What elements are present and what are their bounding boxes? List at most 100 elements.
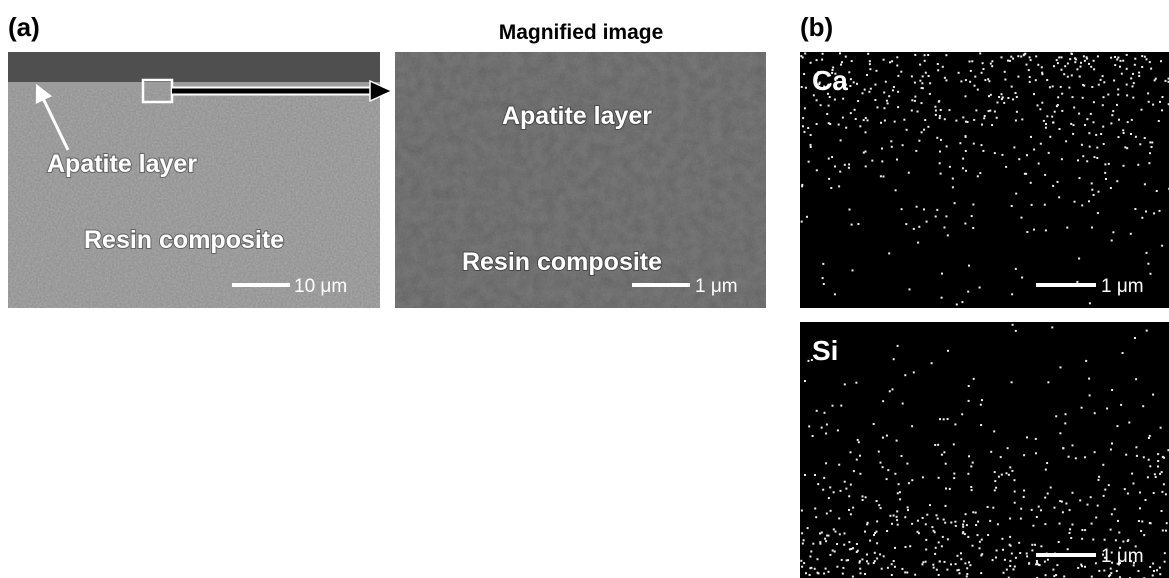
signal-dot [944,522,946,524]
signal-dot [1074,201,1076,203]
signal-dot [1072,444,1074,446]
signal-dot [980,424,982,426]
signal-dot [938,541,940,543]
signal-dot [984,79,986,81]
signal-dot [850,112,852,114]
signal-dot [1093,101,1095,103]
signal-dot [809,574,811,576]
signal-dot [1009,60,1011,62]
signal-dot [934,531,936,533]
signal-dot [1113,80,1115,82]
signal-dot [1078,113,1080,115]
signal-dot [966,567,968,569]
signal-dot [1124,488,1126,490]
signal-dot [825,568,827,570]
signal-dot [1122,352,1124,354]
signal-dot [962,158,964,160]
signal-dot [1069,528,1071,530]
signal-dot [941,297,943,299]
signal-dot [880,122,882,124]
signal-dot [987,78,989,80]
signal-dot [1030,59,1032,61]
signal-dot [1116,59,1118,61]
signal-dot [961,413,963,415]
signal-dot [1079,499,1081,501]
signal-dot [1013,568,1015,570]
signal-dot [1107,94,1109,96]
signal-dot [971,489,973,491]
signal-dot [850,513,852,515]
signal-dot [828,497,830,499]
signal-dot [933,567,935,569]
signal-dot [1132,73,1134,75]
signal-dot [1105,178,1107,180]
signal-dot [1069,58,1071,60]
signal-dot [962,116,964,118]
signal-dot [834,99,836,101]
signal-dot [906,129,908,131]
signal-dot [949,488,951,490]
signal-dot [822,489,824,491]
signal-dot [866,523,868,525]
signal-dot [994,480,996,482]
signal-dot [1074,61,1076,63]
signal-dot [1041,102,1043,104]
signal-dot [812,543,814,545]
signal-dot [964,223,966,225]
signal-dot [935,547,937,549]
signal-dot [1023,490,1025,492]
signal-dot [1037,104,1039,106]
signal-dot [1055,574,1057,576]
signal-dot [1052,569,1054,571]
signal-dot [1047,381,1049,383]
signal-dot [1046,462,1048,464]
signal-dot [819,543,821,545]
signal-dot [1011,293,1013,295]
signal-dot [1072,492,1074,494]
signal-dot [922,476,924,478]
signal-dot [1102,75,1104,77]
signal-dot [1094,451,1096,453]
signal-dot [1164,561,1166,563]
signal-dot [816,99,818,101]
signal-dot [1127,121,1129,123]
signal-dot [1137,164,1139,166]
signal-dot [1095,562,1097,564]
signal-dot [914,574,916,576]
signal-dot [997,523,999,525]
signal-dot [924,119,926,121]
signal-dot [802,125,804,127]
signal-dot [879,553,881,555]
signal-dot [1103,570,1105,572]
signal-dot [844,164,846,166]
signal-dot [1091,182,1093,184]
signal-dot [1039,108,1041,110]
signal-dot [1146,58,1148,60]
signal-dot [1114,56,1116,58]
signal-dot [849,85,851,87]
signal-dot [945,79,947,81]
signal-dot [1145,211,1147,213]
signal-dot [834,166,836,168]
signal-dot [921,102,923,104]
signal-dot [914,82,916,84]
signal-dot [867,53,869,55]
signal-dot [881,160,883,162]
signal-dot [1144,137,1146,139]
signal-dot [995,557,997,559]
signal-dot [1155,476,1157,478]
signal-dot [873,562,875,564]
signal-dot [1067,548,1069,550]
signal-dot [1116,104,1118,106]
signal-dot [1138,72,1140,74]
signal-dot [1077,159,1079,161]
signal-dot [967,291,969,293]
signal-dot [1054,111,1056,113]
signal-dot [885,81,887,83]
signal-dot [918,226,920,228]
signal-dot [882,466,884,468]
signal-dot [1076,68,1078,70]
signal-dot [831,156,833,158]
signal-dot [864,89,866,91]
signal-dot [1010,545,1012,547]
